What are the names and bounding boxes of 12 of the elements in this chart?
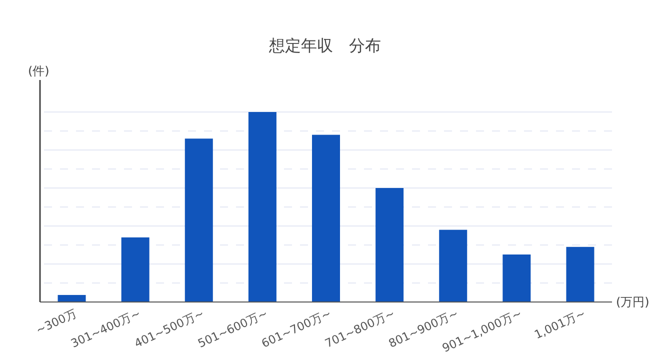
y-axis-title: (件): [28, 64, 50, 78]
bar: [566, 246, 594, 302]
bar: [312, 134, 340, 302]
bar: [184, 138, 213, 302]
x-axis-title: (万円): [616, 295, 650, 309]
bar: [248, 112, 276, 302]
bar: [376, 188, 404, 302]
bar: [58, 294, 86, 302]
chart-title: 想定年収 分布: [268, 36, 381, 55]
bar: [502, 254, 531, 302]
bar: [121, 237, 150, 302]
bar: [439, 230, 468, 302]
